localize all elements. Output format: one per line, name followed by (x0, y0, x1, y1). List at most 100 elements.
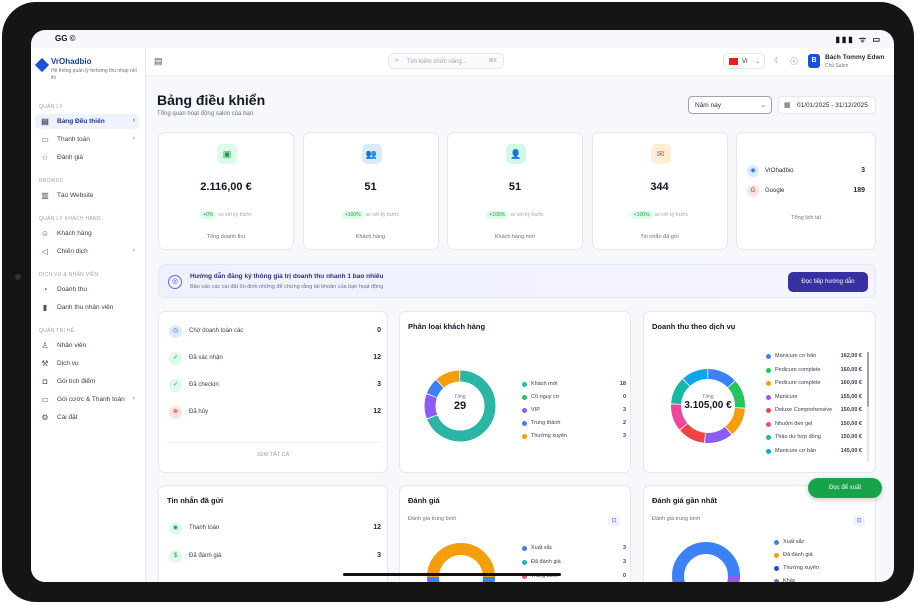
source-row[interactable]: G Google 189 (747, 185, 865, 199)
legend-item: Manicure cơ bản 162,00 € (766, 352, 862, 361)
sidebar-item-label: Đánh giá (57, 154, 84, 161)
scroll-thumb[interactable] (867, 352, 869, 407)
suggest-button[interactable]: Đọc để xuất (808, 478, 882, 498)
guide-button[interactable]: Đọc tiếp hướng dẫn (788, 272, 868, 292)
legend-value: 160,00 € (840, 366, 862, 373)
sidebar-item[interactable]: ◔ Doanh thu (35, 282, 139, 297)
legend-item: Trung bình 0 (522, 572, 626, 581)
legend-swatch (774, 553, 779, 558)
chevron-right-icon: › (132, 117, 135, 124)
lock-icon: ◘ (42, 377, 48, 386)
status-bar: GG © ▮▮▮ ᯤ ▭ (31, 30, 894, 48)
legend-swatch (766, 448, 771, 454)
donut-slice[interactable] (424, 370, 496, 442)
list-item[interactable]: ◷ Chờ doanh toán các 0 (167, 324, 381, 340)
trend-badge: +100% (486, 211, 509, 219)
search-placeholder: Tìm kiếm chức năng... (407, 59, 467, 65)
segments-title: Phân loại khách hàng (408, 322, 486, 331)
legend-value: 160,00 € (840, 380, 862, 386)
chevron-right-icon: › (132, 395, 135, 402)
legend-item: Khác (774, 577, 866, 582)
legend-item: VIP 3 (522, 406, 626, 415)
donut-slice[interactable] (424, 370, 496, 442)
legend-value: 0 (622, 573, 626, 579)
brand-logo[interactable]: VrOhadbio Hệ thống quản lý ferlwmg thu n… (34, 56, 141, 86)
service-center-value: 3.105,00 € (684, 400, 732, 411)
legend-item: Thường xuyên (774, 564, 866, 573)
brand-name: VrOhadbio (51, 57, 92, 66)
list-item[interactable]: ◉ Thanh toán 12 (167, 521, 381, 537)
brand-tagline: Hệ thống quản lý ferlwmg thu nhap nhì if… (51, 68, 137, 81)
view-all-link[interactable]: XEM TẤT CẢ (256, 452, 290, 458)
legend-value: 18 (619, 381, 626, 387)
segments-center-value: 29 (453, 400, 467, 412)
sidebar-item[interactable]: ⚙ Cài đặt (35, 410, 139, 425)
donut-slice[interactable] (671, 369, 745, 443)
status-time: GG © (55, 34, 76, 43)
date-range-picker[interactable]: ▦ 01/01/2025 - 31/12/2025 (778, 96, 876, 114)
help-icon[interactable]: ⓘ (790, 57, 798, 66)
legend-swatch (522, 560, 527, 565)
sidebar-item-label: Khách hàng (57, 230, 92, 237)
list-item[interactable]: ✓ Đã xác nhận 12 (167, 351, 381, 367)
sidebar-item[interactable]: ▥ Tạo Website (35, 188, 139, 203)
expand-icon[interactable]: ⊡ (853, 516, 865, 526)
sidebar-item[interactable]: ♙ Nhân viên (35, 338, 139, 353)
bar-icon: ▮ (42, 303, 48, 312)
legend-value: 150,00 € (840, 420, 862, 427)
trend-badge: +100% (341, 211, 364, 219)
mail-icon: ✉ (650, 144, 671, 164)
list-item-value: 0 (377, 327, 381, 334)
user-role: Chủ Salon (825, 63, 849, 69)
sidebar-item-label: Dịch vụ (57, 360, 79, 367)
list-item[interactable]: ⊗ Đã hủy 12 (167, 405, 381, 421)
donut-slice[interactable] (671, 369, 745, 443)
sidebar-item-label: Tạo Website (57, 192, 94, 199)
user-menu[interactable]: B Bách Tommy Edwn Chủ Salon (808, 53, 892, 71)
sidebar-item[interactable]: ▮ Danh thu nhân viên (35, 300, 139, 315)
list-item[interactable]: ✓ Đã checkin 3 (167, 378, 381, 394)
sidebar-item[interactable]: ⚒ Dịch vụ (35, 356, 139, 371)
user-icon: ☺ (40, 229, 50, 238)
legend-item: Pedicure complete 160,00 € (766, 379, 862, 388)
legend-label: Đã đánh giá (783, 552, 813, 558)
legend-label: Khách mới (531, 381, 558, 387)
legend-label: Xuất sắc (783, 539, 805, 545)
sidebar-toggle-icon[interactable]: ▤ (154, 56, 163, 66)
range-select[interactable]: Năm nay ⌄ (688, 96, 772, 114)
list-item-value: 12 (373, 408, 381, 415)
list-item[interactable]: $ Đã đánh giá 3 (167, 549, 381, 565)
legend-label: Pedicure complete (775, 380, 821, 386)
sidebar-item[interactable]: ☆ Đánh giá (35, 150, 139, 165)
donut-slice[interactable] (671, 369, 745, 443)
source-label: VrOhadbio (765, 168, 794, 174)
stat-card: 👥 51 +100% so với kỳ trước Khách hàng (302, 132, 439, 250)
list-item-value: 12 (373, 524, 381, 531)
search-input[interactable]: ⌕ Tìm kiếm chức năng... ⌘K (388, 53, 504, 69)
expand-icon[interactable]: ⊡ (608, 516, 620, 526)
reviews-arc-2 (427, 543, 495, 582)
sidebar-item-label: Doanh thu (57, 286, 87, 293)
legend-scrollbar[interactable] (867, 352, 869, 462)
source-row[interactable]: ◉ VrOhadbio 3 (747, 165, 865, 179)
legend-swatch (522, 434, 527, 439)
legend-swatch (774, 566, 779, 571)
sidebar-item[interactable]: ▭ Thanh toán › (35, 132, 139, 147)
sidebar-item[interactable]: ◁ Chiến dịch › (35, 244, 139, 259)
moon-icon[interactable]: ☾ (774, 56, 782, 65)
language-select[interactable]: VI ⌄ (723, 53, 765, 69)
legend-item: Nhuộm đen gel 150,00 € (766, 420, 862, 429)
legend-value: 3 (622, 545, 626, 551)
screen: GG © ▮▮▮ ᯤ ▭ VrOhadbio Hệ thống quản lý … (31, 30, 894, 582)
sidebar-item[interactable]: ☺ Khách hàng (35, 226, 139, 241)
sidebar-item[interactable]: ▭ Gói cước & Thanh toán › (35, 392, 139, 407)
legend-swatch (766, 354, 771, 359)
messages-title: Tin nhắn đã gửi (167, 496, 224, 505)
stat-value: 2.116,00 € (200, 181, 252, 193)
legend-value: 0 (622, 394, 626, 400)
orders-card: ◷ Chờ doanh toán các 0 ✓ Đã xác nhận 12 ✓ Đã ch… (158, 311, 388, 473)
sidebar-item[interactable]: ▤ Bảng Đều thiến › (35, 114, 139, 129)
sidebar-item[interactable]: ◘ Gói tích điểm (35, 374, 139, 389)
banner-subtitle: Bảo cáo các cài đặt ổn định những để chứ… (190, 284, 384, 290)
chevron-down-icon: ⌄ (760, 102, 766, 109)
